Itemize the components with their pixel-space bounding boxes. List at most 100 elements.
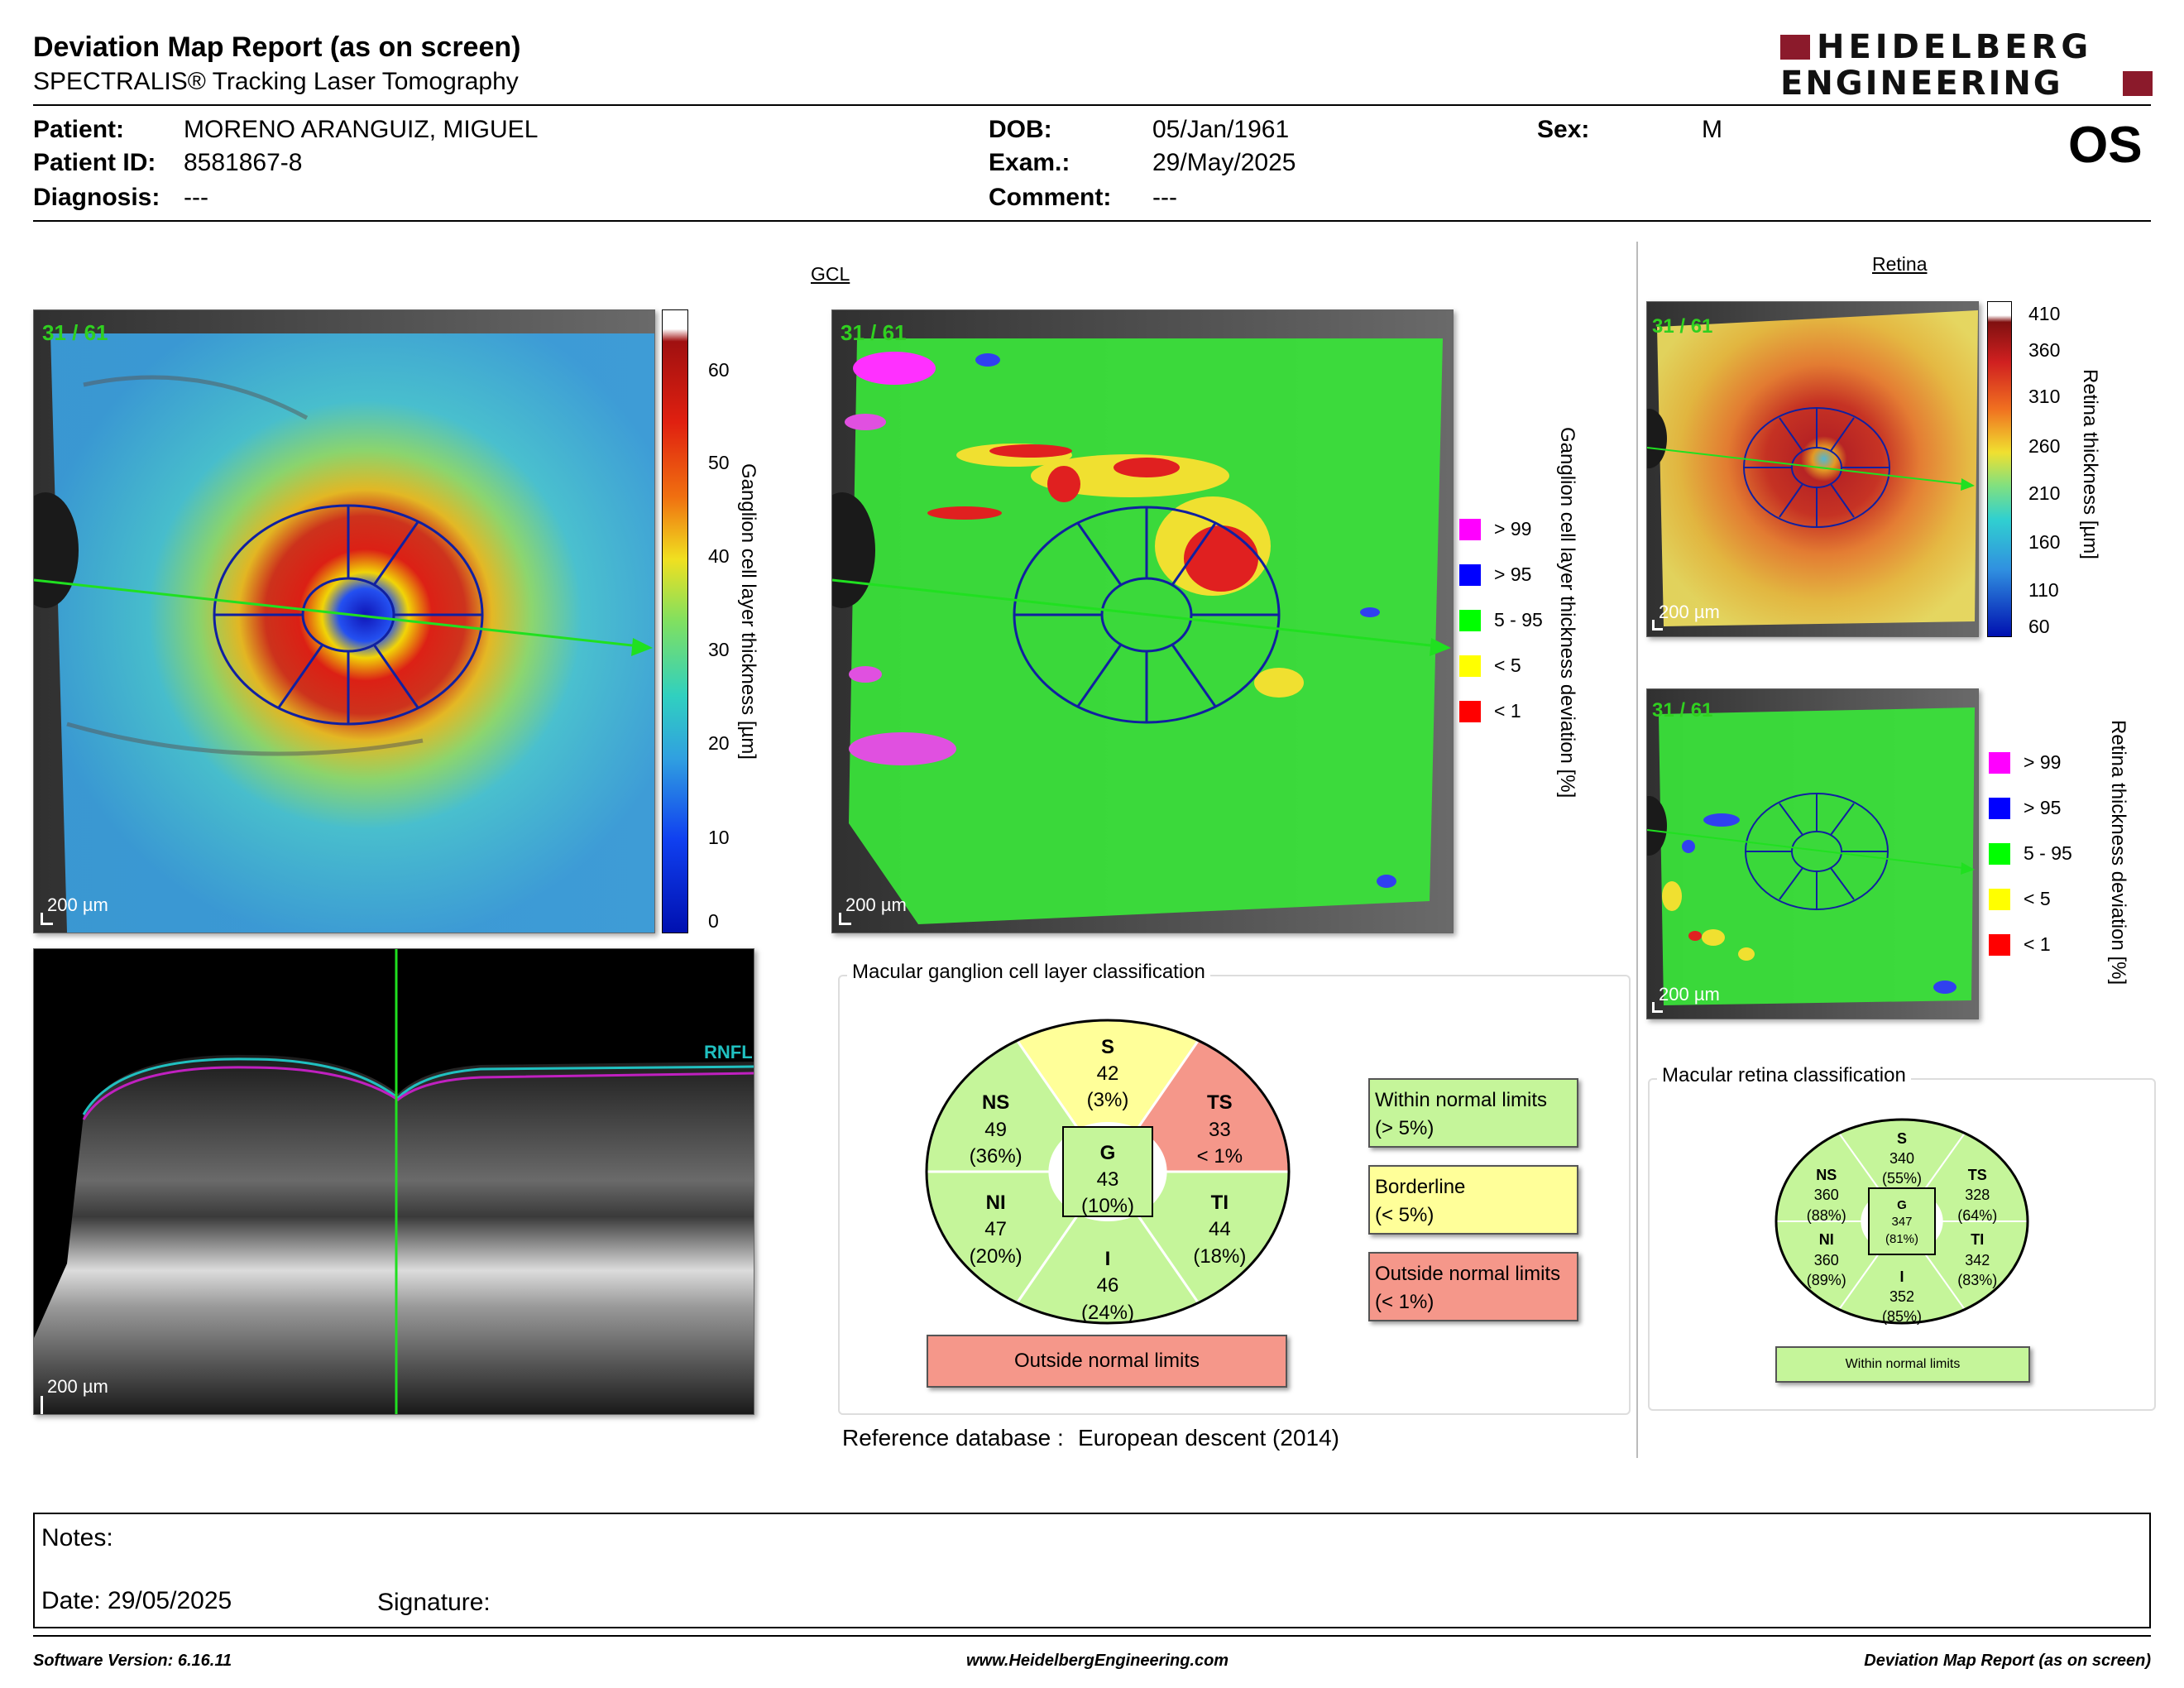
sector-pct: (64%) <box>1957 1206 1998 1224</box>
scale-bar-text: 200 µm <box>47 1376 108 1397</box>
retina-deviation-legend-label: > 95 <box>2024 797 2062 818</box>
sector-outline <box>925 1019 1291 1325</box>
sector-outline <box>1774 1118 2029 1325</box>
sector-name: NS <box>1816 1166 1837 1183</box>
sector-name: NS <box>981 1091 1010 1115</box>
gcl-classification-result: Outside normal limits <box>927 1335 1287 1388</box>
retina-deviation-legend-swatch <box>1989 889 2010 910</box>
dob-value: 05/Jan/1961 <box>1152 116 1290 143</box>
sector-value: 347 <box>1891 1215 1913 1230</box>
sector-name: TI <box>1210 1191 1228 1214</box>
sector-name: TI <box>1971 1231 1985 1249</box>
classification-legend-line1: Within normal limits <box>1375 1089 1548 1111</box>
gcl-deviation-legend-label: > 99 <box>1494 518 1532 539</box>
retina-deviation-axis-title: Retina thickness deviation [%] <box>2107 720 2129 985</box>
scale-bar-text: 200 µm <box>1659 984 1720 1005</box>
classification-legend-item: Outside normal limits (< 1%) <box>1368 1252 1578 1321</box>
signature-label: Signature: <box>377 1589 491 1616</box>
retina-classification-title: Macular retina classification <box>1657 1064 1911 1087</box>
diagnosis-label: Diagnosis: <box>33 184 160 211</box>
sector-pct: (89%) <box>1806 1272 1846 1289</box>
retina-deviation-legend-swatch <box>1989 752 2010 774</box>
comment-label: Comment: <box>989 184 1112 211</box>
sector-pct: (88%) <box>1806 1206 1846 1224</box>
gcl-thickness-colorbar <box>662 309 688 933</box>
scale-bar <box>41 913 53 925</box>
sector-name: TS <box>1207 1091 1233 1115</box>
sector-value: 49 <box>984 1118 1007 1141</box>
sector-g <box>1062 1126 1153 1217</box>
patient-rule <box>33 220 2151 222</box>
gcl-tick-5: 10 <box>708 827 730 848</box>
retina-deviation-legend-label: 5 - 95 <box>2024 842 2072 864</box>
retina-tick-4: 210 <box>2028 482 2061 504</box>
gcl-deviation-legend-label: 5 - 95 <box>1494 609 1543 631</box>
sector-value: 328 <box>1965 1187 1990 1204</box>
sector-value: 340 <box>1889 1149 1915 1167</box>
retina-tick-7: 60 <box>2028 616 2050 637</box>
classification-legend-line2: (< 1%) <box>1375 1291 1434 1313</box>
scan-index-label: 31 / 61 <box>1652 699 1713 722</box>
patient-id-label: Patient ID: <box>33 149 156 176</box>
retina-deviation-legend-label: > 99 <box>2024 751 2062 773</box>
sector-name: S <box>1100 1035 1114 1058</box>
retina-thickness-colorbar <box>1987 301 2012 637</box>
gcl-classification-panel <box>838 975 1631 1415</box>
sector-name: TS <box>1967 1166 1987 1183</box>
sector-value: 352 <box>1889 1288 1915 1306</box>
sector-i-text: I 46 (24%) <box>1058 1246 1157 1326</box>
sector-value: 43 <box>1096 1168 1119 1191</box>
sector-i-text: I 352 (85%) <box>1852 1267 1952 1327</box>
diagnosis-value: --- <box>184 184 208 211</box>
logo-line2: ENGINEERING <box>1780 65 2063 103</box>
retina-tick-1: 360 <box>2028 339 2061 361</box>
sector-pct: (36%) <box>969 1145 1023 1168</box>
gcl-deviation-axis-title: Ganglion cell layer thickness deviation … <box>1556 427 1578 798</box>
heidelberg-logo: HEIDELBERG ENGINEERING <box>1780 28 2153 103</box>
reference-label: Reference database : <box>842 1425 1064 1451</box>
retina-thickness-map: 31 / 61 200 µm <box>1646 301 1979 637</box>
scan-index-label: 31 / 61 <box>1652 315 1713 338</box>
retina-classification-result: Within normal limits <box>1775 1346 2030 1383</box>
sector-value: 360 <box>1813 1187 1839 1204</box>
sex-value: M <box>1702 116 1722 143</box>
retina-deviation-legend-label: < 5 <box>2024 888 2051 909</box>
gcl-section-label: GCL <box>811 263 850 285</box>
report-subtitle: SPECTRALIS® Tracking Laser Tomography <box>33 68 519 95</box>
sector-g <box>1868 1187 1936 1255</box>
scale-bar <box>1652 620 1663 631</box>
classification-legend-item: Within normal limits (> 5%) <box>1368 1078 1578 1148</box>
sector-value: 33 <box>1208 1118 1231 1141</box>
gcl-deviation-legend-swatch <box>1459 701 1481 722</box>
gcl-sector-chart: S 42 (3%) TS 33 < 1% NS 49 (36%) NI 47 (20%) TI 44 (18… <box>924 1018 1291 1326</box>
sector-s-text: S 42 (3%) <box>1058 1034 1157 1115</box>
sector-pct: (3%) <box>1086 1089 1129 1112</box>
sector-ti-text: TI 44 (18%) <box>1170 1190 1269 1270</box>
footer-rule <box>33 1635 2151 1637</box>
gcl-tick-0: 60 <box>708 359 730 381</box>
gcl-deviation-legend-swatch <box>1459 564 1481 586</box>
sector-name: G <box>1099 1141 1116 1164</box>
scan-index-label: 31 / 61 <box>42 320 108 345</box>
sector-pct: (83%) <box>1957 1272 1998 1289</box>
sector-ts-text: TS 328 (64%) <box>1928 1165 2027 1225</box>
rnfl-label: RNFL <box>704 1042 753 1062</box>
sector-pct: < 1% <box>1196 1145 1243 1168</box>
sector-value: 360 <box>1813 1251 1839 1268</box>
classification-legend-line2: (< 5%) <box>1375 1204 1434 1226</box>
report-title: Deviation Map Report (as on screen) <box>33 31 521 63</box>
oct-bscan-image: RNFL 200 µm <box>33 948 754 1415</box>
column-divider <box>1636 242 1638 1458</box>
retina-deviation-legend-swatch <box>1989 843 2010 865</box>
sector-pct: (20%) <box>969 1244 1023 1268</box>
sector-ts-text: TS 33 < 1% <box>1170 1090 1269 1170</box>
sector-ti-text: TI 342 (83%) <box>1928 1230 2027 1290</box>
retina-sector-chart: S 340 (55%) TS 328 (64%) NS 360 (88%) NI 360 (89%) T… <box>1774 1117 2030 1326</box>
exam-value: 29/May/2025 <box>1152 149 1296 176</box>
sector-value: 47 <box>984 1218 1007 1241</box>
scale-bar <box>839 913 851 925</box>
sector-pct: (10%) <box>1080 1195 1135 1218</box>
date-label: Date: 29/05/2025 <box>41 1587 232 1614</box>
software-version: Software Version: 6.16.11 <box>33 1652 232 1670</box>
classification-legend-item: Borderline (< 5%) <box>1368 1165 1578 1235</box>
